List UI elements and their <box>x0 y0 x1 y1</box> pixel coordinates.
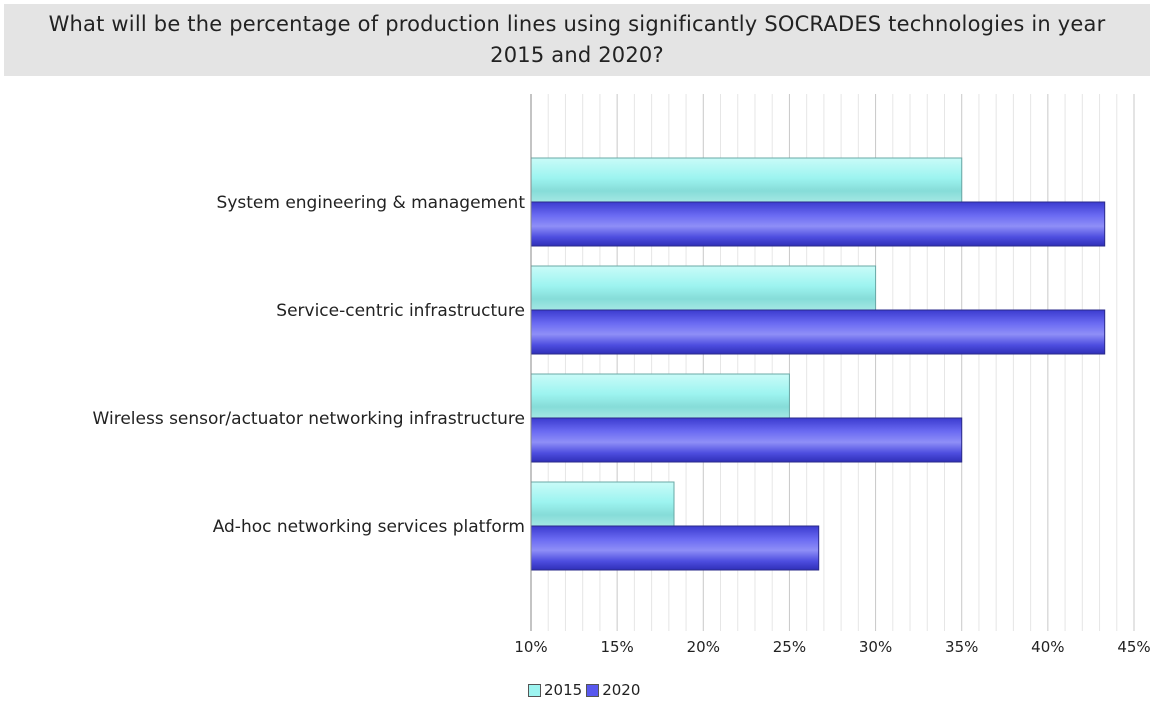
legend-label-2020: 2020 <box>602 681 641 699</box>
legend-swatch-2015 <box>528 683 541 697</box>
x-tick-label-5: 35% <box>945 638 978 656</box>
bars <box>530 157 1106 571</box>
chart-title: What will be the percentage of productio… <box>48 12 1106 67</box>
x-tick-label-2: 20% <box>687 638 720 656</box>
legend: 2015 2020 <box>528 681 644 699</box>
legend-item-2020: 2020 <box>586 681 640 699</box>
bar-2015-2 <box>530 373 790 419</box>
x-tick-label-3: 25% <box>773 638 806 656</box>
category-label-2: Wireless sensor/actuator networking infr… <box>93 409 525 429</box>
x-tick-label-1: 15% <box>600 638 633 656</box>
bar-2015-1 <box>530 265 877 311</box>
legend-item-2015: 2015 <box>528 681 582 699</box>
bar-2020-3 <box>530 525 820 571</box>
bar-2020-0 <box>530 201 1106 247</box>
chart-title-box: What will be the percentage of productio… <box>4 4 1150 76</box>
bar-2020-1 <box>530 309 1106 355</box>
category-label-3: Ad-hoc networking services platform <box>213 517 525 537</box>
x-tick-label-4: 30% <box>859 638 892 656</box>
category-label-1: Service-centric infrastructure <box>276 301 525 321</box>
x-tick-label-6: 40% <box>1031 638 1064 656</box>
category-label-0: System engineering & management <box>217 193 526 213</box>
x-tick-label-0: 10% <box>514 638 547 656</box>
legend-swatch-2020 <box>586 683 600 697</box>
bar-2015-0 <box>530 157 963 203</box>
bar-2015-3 <box>530 481 675 527</box>
legend-label-2015: 2015 <box>544 681 583 699</box>
x-tick-label-7: 45% <box>1117 638 1150 656</box>
bar-2020-2 <box>530 417 963 463</box>
axes: System engineering & management Service-c… <box>93 94 1151 656</box>
